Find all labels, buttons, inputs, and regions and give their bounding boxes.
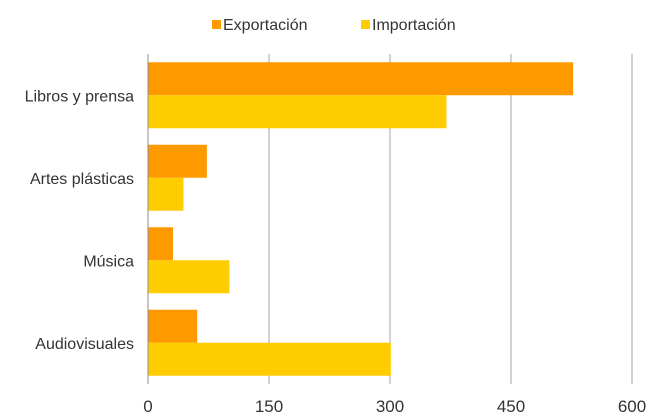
x-tick-label-300: 300 xyxy=(376,397,404,416)
x-tick-label-0: 0 xyxy=(143,397,152,416)
bar-exportacion-2 xyxy=(148,227,174,261)
x-tick-label-450: 450 xyxy=(497,397,525,416)
category-labels: Libros y prensa Artes plásticas Música Audi… xyxy=(25,88,134,353)
category-label-1: Artes plásticas xyxy=(30,171,134,188)
legend: Exportación Importación xyxy=(212,17,456,34)
category-label-2: Música xyxy=(83,253,134,270)
legend-label-0: Exportación xyxy=(223,17,308,34)
bar-importacion-2 xyxy=(148,260,230,294)
bar-importacion-1 xyxy=(148,177,184,211)
x-tick-label-150: 150 xyxy=(255,397,283,416)
legend-swatch-0 xyxy=(212,20,221,29)
legend-swatch-1 xyxy=(361,20,370,29)
tick-labels: 0 150 300 450 600 xyxy=(143,397,646,416)
x-tick-label-600: 600 xyxy=(618,397,646,416)
bar-exportacion-3 xyxy=(148,309,198,343)
category-label-3: Audiovisuales xyxy=(35,336,134,353)
bar-exportacion-0 xyxy=(148,62,574,96)
bar-importacion-3 xyxy=(148,342,391,376)
category-label-0: Libros y prensa xyxy=(25,88,134,105)
bars xyxy=(148,62,574,376)
legend-label-1: Importación xyxy=(372,17,456,34)
bar-exportacion-1 xyxy=(148,144,207,178)
bar-importacion-0 xyxy=(148,95,447,129)
